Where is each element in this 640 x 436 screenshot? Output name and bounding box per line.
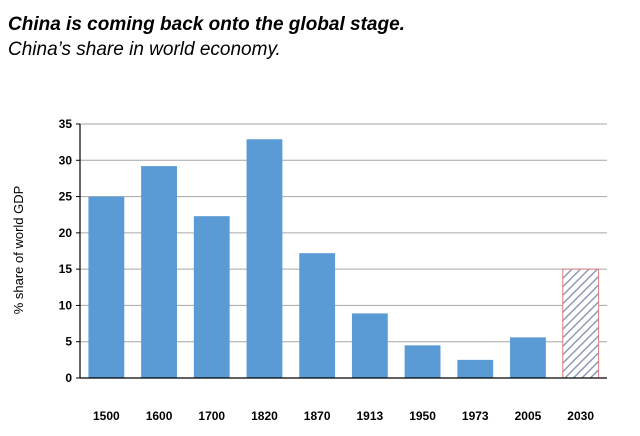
y-tick-label: 25 [59,190,73,204]
x-tick-label: 1870 [304,409,331,423]
x-tick-label: 1950 [409,409,436,423]
bar-1500 [88,196,125,378]
bar-1913 [351,313,388,378]
bar-1700 [193,216,230,378]
y-tick-label: 5 [65,335,72,349]
bars [88,139,600,379]
bar-1950 [404,345,441,378]
x-tick-label: 1913 [356,409,383,423]
chart-subtitle: China’s share in world economy. [8,39,281,60]
bar-projected-2030 [562,268,600,379]
chart-title: China is coming back onto the global sta… [8,14,405,35]
y-tick-label: 0 [65,371,72,385]
x-tick-label: 1700 [198,409,225,423]
x-tick-label: 1973 [462,409,489,423]
y-tick-label: 30 [59,153,73,167]
y-tick-label: 10 [59,298,73,312]
y-tick-label: 35 [59,117,73,131]
x-tick-label: 1600 [146,409,173,423]
y-tick-label: 20 [59,226,73,240]
x-tick-label: 1500 [93,409,120,423]
tick-labels: 0 5 10 15 20 25 30 35 1500 1600 1700 1820 1870 1913 19… [59,117,595,423]
bar-1820 [246,139,283,378]
axes [76,123,607,379]
x-tick-label: 1820 [251,409,278,423]
bar-1600 [141,166,177,378]
y-axis-title: % share of world GDP [11,186,26,315]
x-tick-label: 2030 [567,409,594,423]
bar-1973 [457,359,494,378]
bar-1870 [299,253,336,378]
bar-2005 [510,337,546,378]
y-tick-label: 15 [59,262,73,276]
x-tick-label: 2005 [515,409,542,423]
